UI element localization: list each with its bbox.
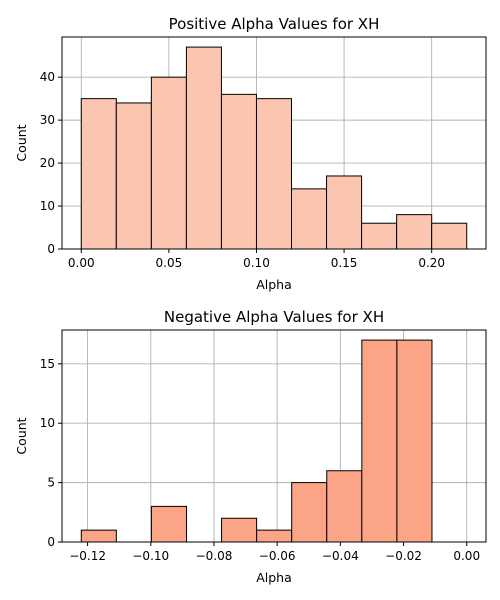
- y-tick-label: 0: [47, 242, 55, 256]
- y-tick-label: 15: [40, 357, 55, 371]
- histogram-bar: [256, 529, 293, 543]
- x-tick-label: 0.10: [243, 256, 270, 270]
- positive-alpha-histogram: 0.00 0.05 0.10 0.15 0.20 0 10 20 30 40 Positive Al…: [14, 15, 487, 292]
- y-axis-label: Count: [14, 124, 29, 161]
- x-axis-label: Alpha: [256, 570, 292, 585]
- y-tick-label: 40: [40, 70, 55, 84]
- x-tick-label: 0.15: [331, 256, 358, 270]
- histogram-bar: [361, 339, 398, 543]
- x-tick-label: −0.10: [132, 549, 169, 563]
- histogram-bar: [80, 98, 117, 250]
- y-axis-label: Count: [14, 417, 29, 454]
- negative-alpha-histogram: −0.12 −0.10 −0.08 −0.06 −0.04 −0.02 0.00 0 5 10 15…: [14, 308, 487, 585]
- histogram-bar: [255, 98, 293, 250]
- y-tick-label: 5: [47, 476, 55, 490]
- x-tick-label: 0.00: [68, 256, 95, 270]
- x-tick-label: −0.04: [322, 549, 359, 563]
- histogram-bar: [115, 102, 152, 250]
- histogram-bar: [150, 505, 187, 543]
- y-tick-label: 10: [40, 416, 55, 430]
- histogram-bar: [326, 470, 363, 543]
- y-tick-label: 0: [47, 535, 55, 549]
- histogram-bar: [326, 175, 363, 250]
- histogram-bar: [291, 482, 328, 543]
- x-tick-label: −0.12: [69, 549, 106, 563]
- histogram-bar: [396, 214, 433, 250]
- plot-frame: [61, 36, 487, 250]
- x-axis-label: Alpha: [256, 277, 292, 292]
- x-tick-label: −0.06: [259, 549, 296, 563]
- plot-frame: [61, 329, 487, 543]
- histogram-bar: [220, 93, 257, 250]
- x-tick-label: −0.02: [385, 549, 422, 563]
- histogram-bar: [361, 222, 398, 250]
- x-tick-label: 0.05: [156, 256, 183, 270]
- histogram-bar: [150, 76, 187, 250]
- x-tick-label: 0.20: [418, 256, 445, 270]
- x-tick-label: −0.08: [196, 549, 233, 563]
- histogram-bar: [431, 222, 468, 250]
- chart-title: Negative Alpha Values for XH: [164, 308, 384, 326]
- y-tick-label: 30: [40, 113, 55, 127]
- histogram-bar: [80, 529, 117, 543]
- histogram-bar: [291, 188, 328, 250]
- histogram-bar: [396, 339, 433, 543]
- y-tick-label: 20: [40, 156, 55, 170]
- histogram-bar: [185, 46, 222, 250]
- chart-title: Positive Alpha Values for XH: [169, 15, 380, 33]
- y-tick-label: 10: [40, 199, 55, 213]
- histogram-bar: [221, 517, 258, 543]
- x-tick-label: 0.00: [453, 549, 480, 563]
